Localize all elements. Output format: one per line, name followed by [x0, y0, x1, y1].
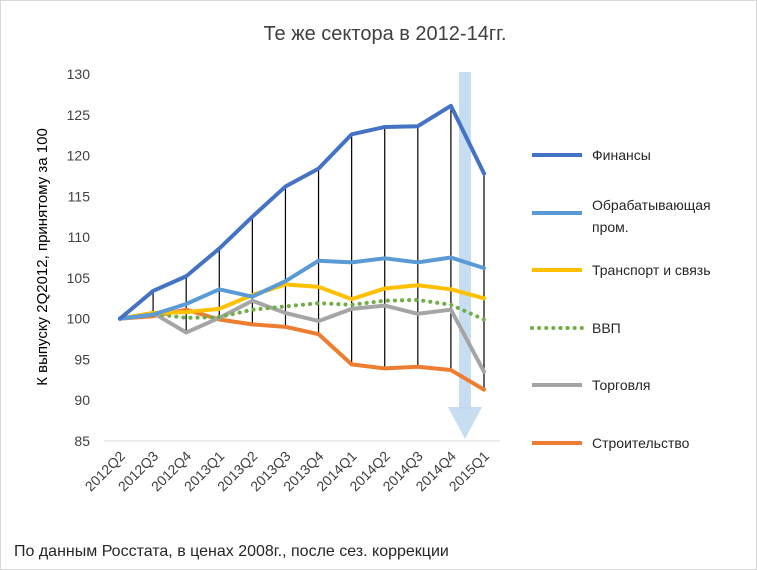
arrow-shaft	[459, 72, 471, 409]
series-line	[118, 307, 486, 392]
series-line	[118, 103, 486, 321]
series-lines	[118, 103, 486, 392]
series-line	[118, 297, 486, 322]
legend-label: Транспорт и связь	[592, 262, 711, 278]
y-tick-label: 95	[74, 351, 90, 367]
series-line	[118, 255, 486, 321]
legend-label: Финансы	[592, 147, 651, 163]
drop-lines	[152, 105, 485, 390]
decline-arrow	[448, 72, 482, 439]
y-tick-label: 90	[74, 392, 90, 408]
legend-label: ВВП	[592, 320, 621, 336]
y-tick-label: 85	[74, 433, 90, 449]
y-axis-ticks: 85 90 95 100 105 110 115 120 125 130	[67, 66, 91, 449]
series-line	[118, 282, 486, 321]
chart-title: Те же сектора в 2012-14гг.	[263, 23, 506, 45]
arrow-head	[448, 407, 482, 439]
x-axis-ticks: 2012Q22012Q32012Q42013Q12013Q22013Q32013…	[82, 448, 493, 495]
y-tick-label: 110	[68, 229, 91, 245]
legend-label: Строительство	[592, 435, 690, 451]
y-tick-label: 100	[67, 311, 91, 327]
y-axis-label: К выпуску 2Q2012, принятому за 100	[34, 128, 51, 386]
series-line	[118, 298, 486, 374]
footnote: По данным Росстата, в ценах 2008г., посл…	[14, 543, 449, 560]
legend: Финансы Обрабатывающая пром. Транспорт и св…	[530, 147, 711, 451]
y-tick-label: 120	[67, 148, 91, 164]
legend-label: Обрабатывающая пром.	[592, 197, 711, 235]
y-tick-label: 105	[67, 270, 91, 286]
y-tick-label: 115	[68, 188, 91, 204]
y-tick-label: 130	[67, 66, 91, 82]
y-tick-label: 125	[67, 107, 91, 123]
legend-label: Торговля	[592, 377, 650, 393]
